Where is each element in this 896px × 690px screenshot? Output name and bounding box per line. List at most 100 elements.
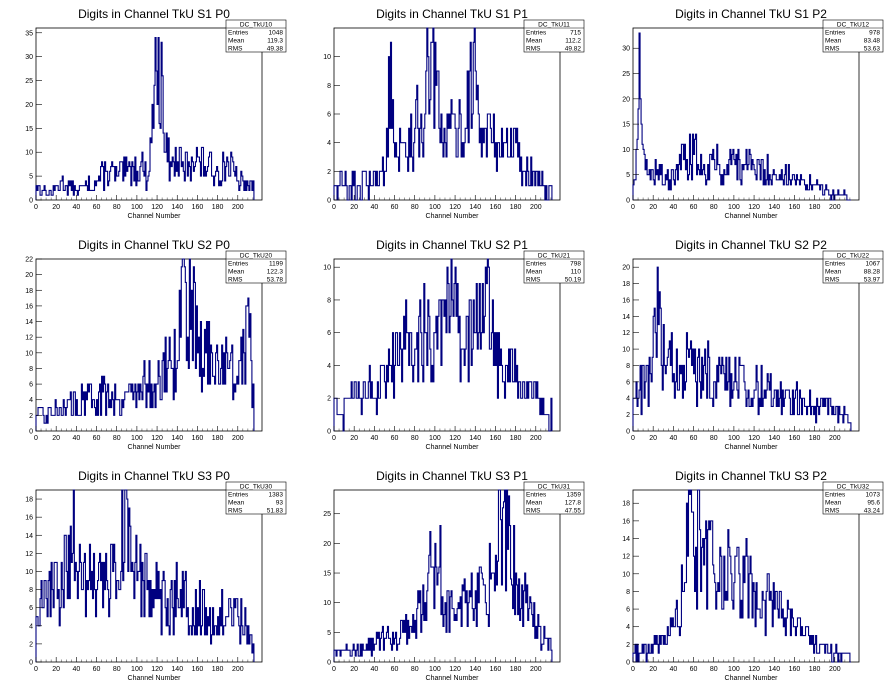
chart-title: Digits in Channel TkU S3 P0 bbox=[78, 469, 230, 483]
x-tick-label: 160 bbox=[192, 666, 204, 673]
stats-label: Entries bbox=[228, 30, 249, 37]
stats-label: Mean bbox=[526, 38, 543, 45]
y-tick-label: 20 bbox=[622, 96, 630, 103]
stats-label: RMS bbox=[228, 277, 243, 284]
stats-label: Entries bbox=[825, 261, 846, 268]
stats-label: Mean bbox=[825, 269, 842, 276]
stats-label: RMS bbox=[228, 508, 243, 515]
x-tick-label: 0 bbox=[34, 204, 38, 211]
x-tick-label: 180 bbox=[510, 666, 522, 673]
x-tick-label: 140 bbox=[171, 435, 183, 442]
y-tick-label: 30 bbox=[25, 54, 33, 61]
stats-value: 95.6 bbox=[867, 500, 880, 507]
x-tick-label: 180 bbox=[809, 666, 821, 673]
y-tick-label: 8 bbox=[29, 366, 33, 373]
x-tick-label: 80 bbox=[411, 435, 419, 442]
x-tick-label: 80 bbox=[113, 435, 121, 442]
x-tick-label: 160 bbox=[490, 435, 502, 442]
x-tick-label: 80 bbox=[113, 204, 121, 211]
x-tick-label: 20 bbox=[649, 435, 657, 442]
x-tick-label: 120 bbox=[748, 435, 760, 442]
stats-label: Mean bbox=[825, 500, 842, 507]
stats-name: DC_TkU31 bbox=[538, 484, 571, 491]
x-axis-label: Channel Number bbox=[128, 213, 182, 220]
chart-title: Digits in Channel TkU S2 P2 bbox=[675, 238, 827, 252]
x-tick-label: 120 bbox=[748, 204, 760, 211]
y-tick-label: 14 bbox=[622, 314, 630, 321]
x-tick-label: 60 bbox=[93, 204, 101, 211]
y-tick-label: 18 bbox=[622, 501, 630, 508]
stats-box bbox=[523, 19, 585, 53]
y-tick-label: 0 bbox=[327, 660, 331, 667]
stats-value: 53.78 bbox=[267, 277, 284, 284]
y-tick-label: 10 bbox=[622, 147, 630, 154]
histogram-panel: Digits in Channel TkU S3 P00 20 40 60 80 100 1… bbox=[25, 469, 287, 682]
stats-value: 127.8 bbox=[565, 500, 582, 507]
x-tick-label: 60 bbox=[690, 435, 698, 442]
x-tick-label: 200 bbox=[829, 666, 841, 673]
x-tick-label: 80 bbox=[710, 204, 718, 211]
chart-title: Digits in Channel TkU S3 P1 bbox=[376, 469, 528, 483]
stats-label: Mean bbox=[526, 500, 543, 507]
x-tick-label: 100 bbox=[429, 435, 441, 442]
x-tick-label: 160 bbox=[789, 666, 801, 673]
x-tick-label: 160 bbox=[490, 666, 502, 673]
y-tick-label: 14 bbox=[25, 319, 33, 326]
x-tick-label: 40 bbox=[669, 204, 677, 211]
stats-label: Mean bbox=[228, 269, 245, 276]
x-tick-label: 20 bbox=[52, 204, 60, 211]
x-tick-label: 40 bbox=[370, 204, 378, 211]
x-tick-label: 120 bbox=[449, 435, 461, 442]
y-tick-label: 4 bbox=[626, 396, 630, 403]
x-tick-label: 60 bbox=[93, 435, 101, 442]
stats-value: 715 bbox=[570, 30, 581, 37]
y-tick-label: 5 bbox=[327, 630, 331, 637]
stats-value: 119.3 bbox=[267, 38, 283, 45]
x-tick-label: 200 bbox=[232, 666, 244, 673]
stats-value: 93 bbox=[276, 500, 284, 507]
y-tick-label: 16 bbox=[622, 297, 630, 304]
y-tick-label: 20 bbox=[622, 265, 630, 272]
y-tick-label: 4 bbox=[327, 363, 331, 370]
y-tick-label: 0 bbox=[29, 660, 33, 667]
y-tick-label: 2 bbox=[29, 413, 33, 420]
x-tick-label: 20 bbox=[52, 666, 60, 673]
x-tick-label: 60 bbox=[391, 435, 399, 442]
stats-value: 1048 bbox=[269, 30, 284, 37]
x-tick-label: 120 bbox=[748, 666, 760, 673]
x-tick-label: 200 bbox=[232, 435, 244, 442]
x-tick-label: 200 bbox=[530, 204, 542, 211]
stats-box bbox=[225, 250, 287, 284]
stats-name: DC_TkU30 bbox=[240, 484, 273, 491]
stats-label: Entries bbox=[526, 261, 547, 268]
y-tick-label: 20 bbox=[25, 102, 33, 109]
y-tick-label: 12 bbox=[25, 551, 33, 558]
y-tick-label: 0 bbox=[327, 429, 331, 436]
y-tick-label: 0 bbox=[626, 198, 630, 205]
stats-box bbox=[523, 250, 585, 284]
y-tick-label: 18 bbox=[25, 497, 33, 504]
y-tick-label: 10 bbox=[25, 569, 33, 576]
x-tick-label: 40 bbox=[370, 435, 378, 442]
y-tick-label: 8 bbox=[327, 297, 331, 304]
stats-value: 49.82 bbox=[565, 46, 582, 53]
histogram-line bbox=[35, 258, 255, 431]
x-tick-label: 120 bbox=[151, 435, 163, 442]
y-tick-label: 6 bbox=[327, 112, 331, 119]
y-tick-label: 16 bbox=[622, 518, 630, 525]
x-tick-label: 140 bbox=[469, 666, 481, 673]
stats-box bbox=[225, 481, 287, 515]
y-tick-label: 8 bbox=[626, 589, 630, 596]
y-tick-label: 18 bbox=[622, 281, 630, 288]
x-tick-label: 0 bbox=[631, 435, 635, 442]
x-tick-label: 40 bbox=[669, 666, 677, 673]
plot-frame bbox=[333, 489, 561, 663]
histogram-line bbox=[333, 27, 553, 201]
y-tick-label: 15 bbox=[622, 122, 630, 129]
x-tick-label: 20 bbox=[649, 204, 657, 211]
x-tick-label: 20 bbox=[52, 435, 60, 442]
histogram-panel: Digits in Channel TkU S2 P20 20 40 60 80 100 1… bbox=[622, 238, 884, 451]
x-tick-label: 0 bbox=[631, 666, 635, 673]
x-axis-label: Channel Number bbox=[725, 444, 779, 451]
x-tick-label: 20 bbox=[350, 435, 358, 442]
